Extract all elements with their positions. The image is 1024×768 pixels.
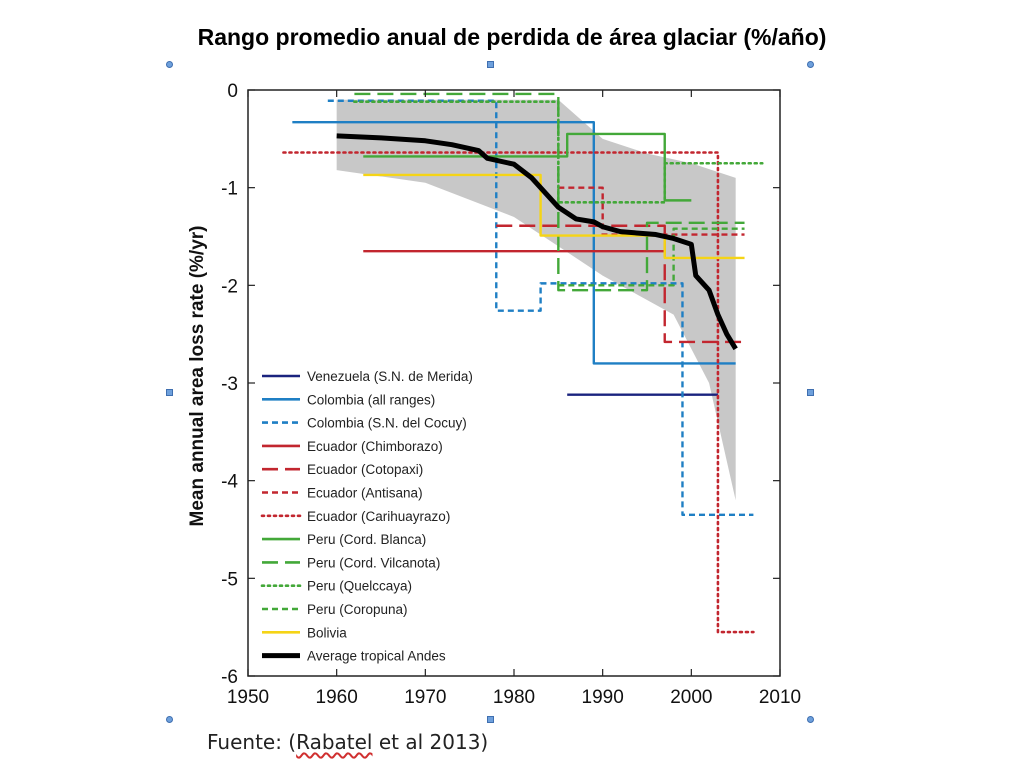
series-line-12 xyxy=(336,133,738,351)
y-tick-label: -2 xyxy=(221,276,238,297)
legend-label-0: Venezuela (S.N. de Merida) xyxy=(307,369,473,384)
y-tick-label: -6 xyxy=(221,667,238,688)
legend-label-5: Ecuador (Antisana) xyxy=(307,486,423,501)
source-suffix: et al 2013) xyxy=(372,730,489,754)
selection-handle-middle-left[interactable] xyxy=(166,389,173,396)
selection-handle-middle-right[interactable] xyxy=(807,389,814,396)
x-tick-label: 1990 xyxy=(582,687,624,708)
legend-label-1: Colombia (all ranges) xyxy=(307,392,435,407)
y-tick-label: -5 xyxy=(221,569,238,590)
selection-handle-bottom-right[interactable] xyxy=(807,716,814,723)
y-tick-label: 0 xyxy=(227,81,238,102)
legend-label-2: Colombia (S.N. del Cocuy) xyxy=(307,416,467,431)
series-line-5 xyxy=(558,186,745,236)
axis-ticks-layer: 1950 1960 1970 1980 1990 2000 2010 0 -1 -2 -3 -4 -5 -… xyxy=(221,81,801,708)
x-tick-label: 1980 xyxy=(493,687,535,708)
series-line-6 xyxy=(282,151,755,634)
selection-handle-top-right[interactable] xyxy=(807,61,814,68)
uncertainty-band-layer xyxy=(336,99,736,501)
selection-handle-top-center[interactable] xyxy=(487,61,494,68)
source-author: Rabatel xyxy=(296,730,373,754)
selection-handle-top-left[interactable] xyxy=(166,61,173,68)
x-tick-label: 1970 xyxy=(404,687,446,708)
source-prefix: Fuente: ( xyxy=(207,730,297,754)
series-line-2 xyxy=(327,99,754,517)
legend-label-8: Peru (Cord. Vilcanota) xyxy=(307,555,440,570)
legend-label-3: Ecuador (Chimborazo) xyxy=(307,439,443,454)
slide-title: Rango promedio anual de perdida de área … xyxy=(197,24,827,50)
legend-label-10: Peru (Coropuna) xyxy=(307,602,408,617)
x-tick-label: 2010 xyxy=(759,687,801,708)
uncertainty-band xyxy=(336,99,736,501)
selection-handle-bottom-left[interactable] xyxy=(166,716,173,723)
series-line-11 xyxy=(363,173,745,260)
y-tick-label: -1 xyxy=(221,179,238,200)
x-tick-label: 1950 xyxy=(227,687,269,708)
y-tick-label: -3 xyxy=(221,374,238,395)
x-tick-label: 2000 xyxy=(670,687,712,708)
legend-label-6: Ecuador (Carihuayrazo) xyxy=(307,509,450,524)
legend-label-11: Bolivia xyxy=(307,625,347,640)
series-line-1 xyxy=(292,121,736,365)
series-line-4 xyxy=(496,224,745,344)
legend-label-9: Peru (Quelccaya) xyxy=(307,579,412,594)
legend-label-4: Ecuador (Cotopaxi) xyxy=(307,462,423,477)
legend-label-7: Peru (Cord. Blanca) xyxy=(307,532,426,547)
legend-label-12: Average tropical Andes xyxy=(307,649,446,664)
y-tick-label: -4 xyxy=(221,472,238,493)
x-tick-label: 1960 xyxy=(316,687,358,708)
series-line-9 xyxy=(353,100,764,204)
selection-handle-bottom-center[interactable] xyxy=(487,716,494,723)
legend: Venezuela (S.N. de Merida) Colombia (all … xyxy=(260,369,473,664)
series-layer xyxy=(282,92,764,634)
series-line-7 xyxy=(363,132,692,202)
source-caption: Fuente: (Rabatel et al 2013) xyxy=(207,730,488,754)
series-line-8 xyxy=(354,92,745,292)
y-axis-label: Mean annual area loss rate (%/yr) xyxy=(187,226,208,527)
